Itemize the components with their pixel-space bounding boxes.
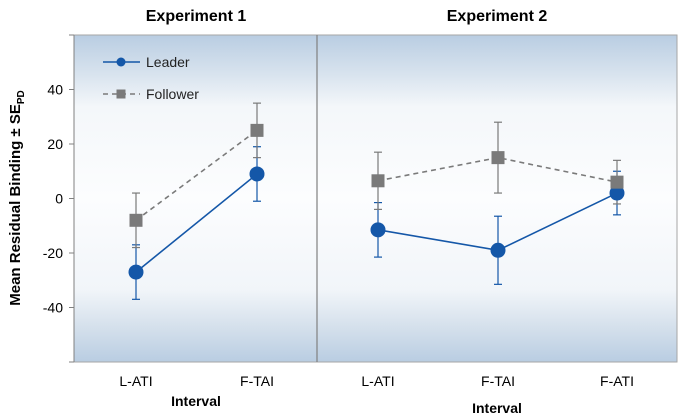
panel-1-title: Experiment 1 (146, 8, 247, 25)
y-tick-label: -40 (43, 300, 63, 316)
data-point-leader (370, 222, 386, 238)
x-tick-label: L-ATI (361, 373, 394, 389)
data-point-follower (491, 151, 505, 165)
y-axis-ticks: 40 20 0 -20 -40 (43, 34, 74, 363)
panel-2-x-axis-label: Interval (472, 400, 522, 416)
y-axis-label-subscript: PD (16, 90, 27, 104)
y-tick-label: 40 (47, 82, 63, 98)
legend-follower-marker (116, 89, 126, 99)
legend-follower-label: Follower (146, 86, 199, 102)
series-layer (128, 102, 625, 300)
y-tick-label: -20 (43, 245, 63, 261)
panel-1-x-axis-label: Interval (171, 393, 221, 409)
data-point-follower (610, 175, 624, 189)
x-tick-label: F-TAI (240, 373, 274, 389)
x-axis-ticks: L-ATI F-TAI L-ATI F-TAI F-ATI (119, 373, 634, 389)
data-point-leader (609, 185, 625, 201)
series-line-follower (135, 129, 258, 221)
data-point-follower (129, 213, 143, 227)
data-point-leader (128, 264, 144, 280)
series-line-follower (377, 156, 618, 183)
x-tick-label: F-TAI (481, 373, 515, 389)
x-tick-label: F-ATI (600, 373, 634, 389)
series-line-leader (135, 173, 258, 273)
data-point-follower (371, 174, 385, 188)
y-tick-label: 0 (55, 191, 63, 207)
panel-2-title: Experiment 2 (447, 8, 548, 25)
data-point-leader (490, 242, 506, 258)
legend-leader-label: Leader (146, 54, 190, 70)
data-point-leader (249, 166, 265, 182)
panel-2-background (317, 35, 677, 362)
legend-leader-marker (116, 57, 126, 67)
data-point-follower (250, 123, 264, 137)
y-axis-label: Mean Residual Binding ± SEPD (7, 90, 27, 306)
y-tick-label: 20 (47, 136, 63, 152)
panel-1-background (74, 35, 317, 362)
legend: Leader Follower (103, 54, 199, 102)
x-tick-label: L-ATI (119, 373, 152, 389)
